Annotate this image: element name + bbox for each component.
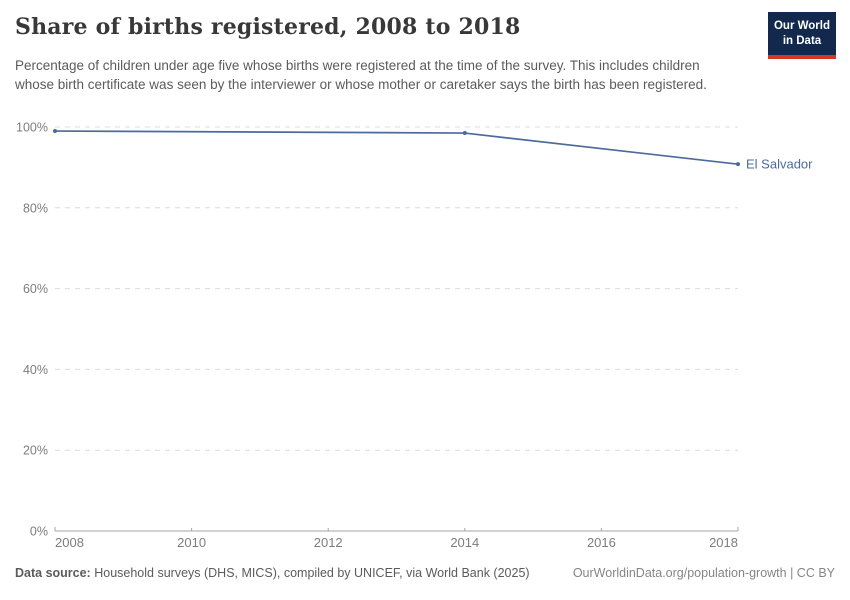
y-tick-label-60: 60% [23, 282, 48, 296]
page-title: Share of births registered, 2008 to 2018 [15, 14, 521, 40]
x-tick-label-2014: 2014 [450, 535, 479, 550]
owid-logo-line1: Our World [773, 20, 830, 32]
x-tick-label-2012: 2012 [314, 535, 343, 550]
series-line-el-salvador[interactable] [54, 130, 739, 166]
x-tick-label-2010: 2010 [177, 535, 206, 550]
data-point-2008[interactable] [53, 129, 57, 134]
credit-link[interactable]: OurWorldinData.org/population-growth | C… [572, 566, 835, 580]
x-tick-label-2016: 2016 [587, 535, 616, 550]
data-source-note: Data source: Household surveys (DHS, MIC… [15, 566, 530, 580]
chart-subtitle: Percentage of children under age five wh… [15, 58, 707, 93]
owid-logo-line2: in Data [782, 34, 822, 47]
x-tick-label-2018: 2018 [709, 535, 738, 550]
y-tick-label-40: 40% [23, 363, 48, 377]
data-point-2018[interactable] [736, 162, 740, 167]
series-label-el-salvador[interactable]: El Salvador [746, 157, 813, 172]
y-tick-label-20: 20% [23, 444, 48, 458]
data-point-2014[interactable] [462, 131, 467, 136]
x-tick-label-2008: 2008 [55, 535, 84, 550]
chart-footer: Data source: Household surveys (DHS, MIC… [15, 566, 835, 580]
y-tick-label-100: 100% [16, 121, 48, 135]
data-source-text: Household surveys (DHS, MICS), compiled … [94, 566, 530, 580]
data-source-label: Data source: [15, 566, 91, 580]
owid-logo[interactable]: Our World in Data [768, 12, 836, 59]
y-tick-label-0: 0% [30, 525, 48, 539]
y-tick-label-80: 80% [23, 201, 48, 215]
